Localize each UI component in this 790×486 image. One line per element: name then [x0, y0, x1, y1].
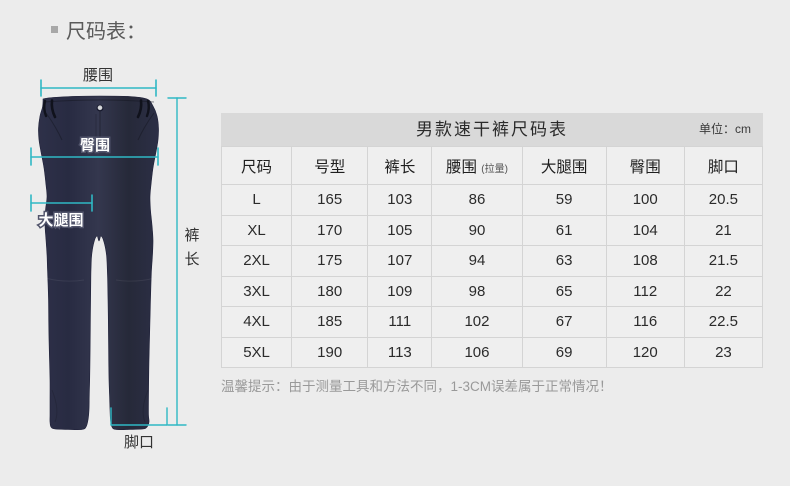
svg-text:臀围: 臀围 [80, 137, 110, 154]
svg-text:长: 长 [184, 251, 199, 268]
svg-text:脚口: 脚口 [124, 434, 154, 451]
svg-text:大腿围: 大腿围 [38, 211, 83, 229]
svg-text:裤: 裤 [184, 227, 199, 244]
svg-text:腰围: 腰围 [83, 67, 113, 84]
